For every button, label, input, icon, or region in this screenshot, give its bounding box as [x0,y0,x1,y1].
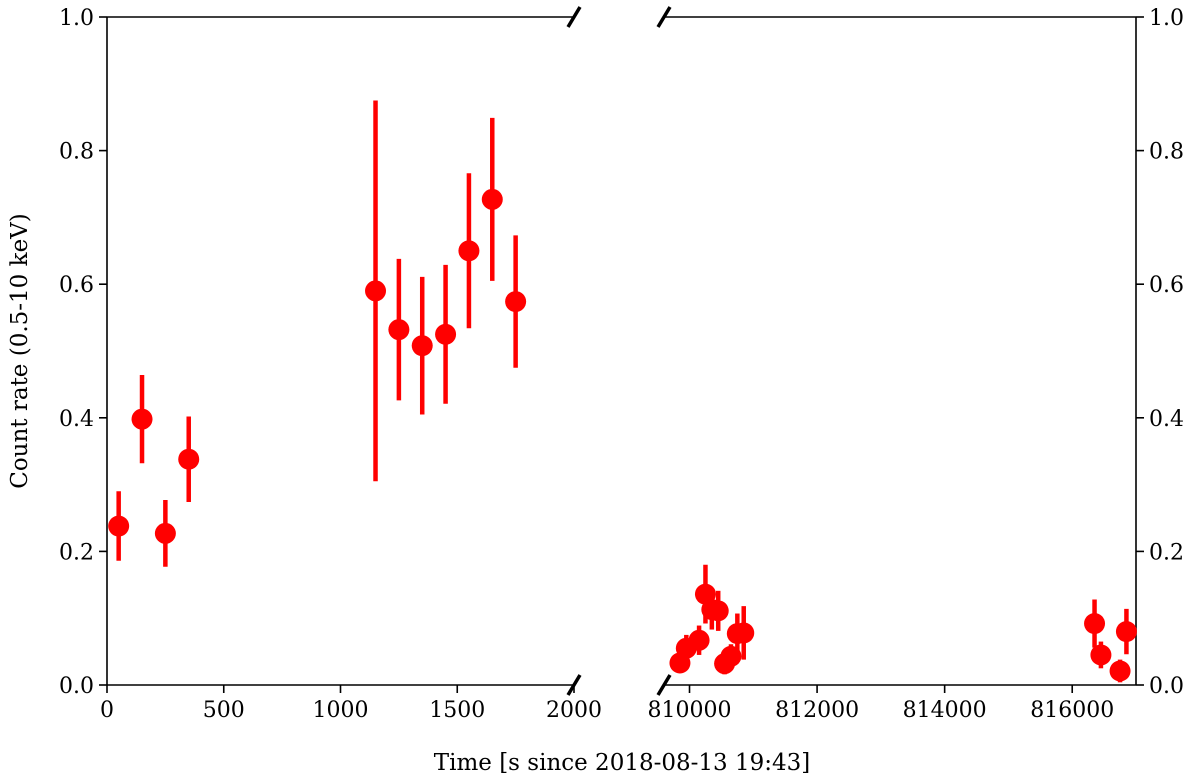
data-point [411,335,433,357]
y-tick-label-left: 0.0 [59,674,94,699]
y-tick-label-right: 0.4 [1149,407,1184,432]
x-tick-label: 500 [203,698,245,723]
y-tick-label-right: 0.2 [1149,540,1184,565]
data-point [108,515,130,537]
axis-break-mark [566,6,582,28]
data-point [733,622,755,644]
data-point [154,522,176,544]
x-tick-label: 2000 [546,698,602,723]
axis-break-mark [656,6,672,28]
x-tick-label: 810000 [648,698,732,723]
y-tick-label-left: 0.6 [59,273,94,298]
x-tick-label: 816000 [1030,698,1114,723]
data-point [707,600,729,622]
y-tick-label-left: 0.2 [59,540,94,565]
data-point [1109,660,1131,682]
x-tick-label: 1000 [313,698,369,723]
y-tick-label-left: 1.0 [59,6,94,31]
data-marks [108,100,1137,683]
data-point [688,629,710,651]
data-point [365,280,387,302]
data-point [481,188,503,210]
y-tick-label-left: 0.4 [59,407,94,432]
y-axis-label: Count rate (0.5-10 keV) [7,213,33,489]
x-tick-label: 814000 [903,698,987,723]
data-point [1115,621,1137,643]
data-point [458,240,480,262]
y-tick-label-left: 0.8 [59,140,94,165]
x-tick-label: 0 [100,698,114,723]
data-point [1084,613,1106,635]
y-tick-label-right: 0.6 [1149,273,1184,298]
data-point [178,448,200,470]
x-tick-label: 1500 [429,698,485,723]
axis-break-mark [656,674,672,696]
data-point [435,323,457,345]
data-point [505,291,527,313]
x-tick-label: 812000 [775,698,859,723]
x-axis-label: Time [s since 2018-08-13 19:43] [434,750,810,776]
y-tick-label-right: 0.8 [1149,140,1184,165]
data-point [1090,644,1112,666]
y-tick-label-right: 1.0 [1149,6,1184,31]
data-point [131,408,153,430]
axes-frame [106,6,1137,696]
axis-ticks: 0.0 0.0 0.2 0.2 0.4 0.4 0.6 0.6 0.8 0.8 1.0 1.0 0 500… [59,6,1184,723]
data-point [388,319,410,341]
y-tick-label-right: 0.0 [1149,674,1184,699]
